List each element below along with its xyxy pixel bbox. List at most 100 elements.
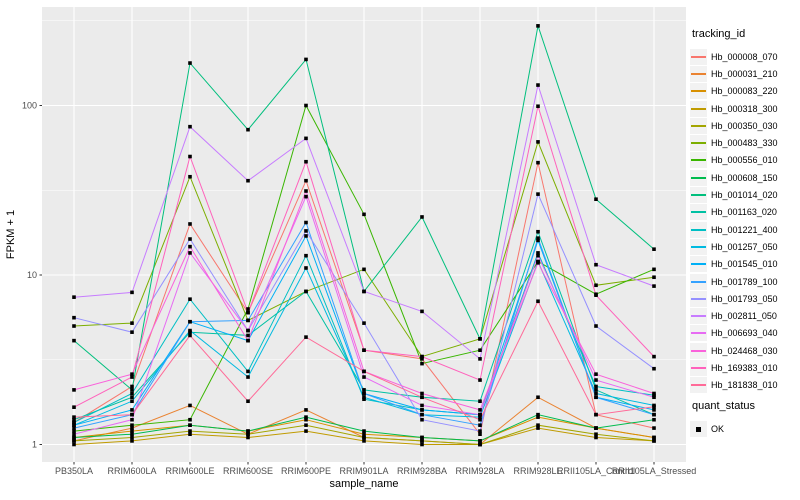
data-point-square	[188, 429, 192, 433]
x-tick-label: RRIM600SE	[223, 466, 273, 476]
data-point-square	[188, 297, 192, 301]
data-point-square	[362, 439, 366, 443]
data-point-square	[652, 275, 656, 280]
legend-key-line-icon	[690, 342, 707, 359]
data-point-square	[594, 388, 598, 392]
data-point-square	[72, 439, 76, 443]
data-point-square	[362, 375, 366, 379]
data-point-square	[362, 395, 366, 400]
data-point-square	[594, 324, 598, 328]
data-point-square	[478, 378, 482, 382]
data-point-square	[478, 412, 482, 417]
data-point-square	[420, 435, 424, 440]
data-point-square	[188, 244, 192, 249]
legend-item-label: Hb_001545_010	[711, 259, 778, 270]
data-point-square	[246, 307, 250, 311]
data-point-square	[478, 432, 482, 437]
data-point-square	[594, 432, 598, 437]
data-point-square	[130, 372, 134, 376]
data-point-square	[536, 140, 540, 144]
data-point-square	[188, 319, 192, 324]
data-point-square	[188, 333, 192, 338]
data-point-square	[188, 237, 192, 241]
data-point-square	[536, 412, 540, 417]
legend2-item-ok: OK	[690, 420, 800, 437]
data-point-square	[130, 423, 134, 427]
legend-title: tracking_id	[692, 28, 746, 40]
data-point-square	[304, 415, 308, 419]
legend-item: Hb_000031_210	[690, 65, 800, 82]
legend-item: Hb_024468_030	[690, 342, 800, 359]
data-point-square	[246, 178, 250, 183]
data-point-square	[130, 439, 134, 443]
data-point-square	[420, 408, 424, 412]
data-point-square	[420, 357, 424, 361]
data-point-square	[130, 429, 134, 433]
black-square-key-icon	[690, 420, 707, 437]
legend-item: Hb_000318_300	[690, 100, 800, 117]
data-point-square	[536, 423, 540, 427]
data-point-square	[246, 429, 250, 433]
data-point-square	[130, 330, 134, 334]
y-tick-label: 1	[32, 440, 37, 450]
data-point-square	[304, 194, 308, 199]
data-point-square	[72, 324, 76, 328]
data-point-square	[304, 408, 308, 412]
data-point-square	[420, 403, 424, 408]
x-tick-label: PB350LA	[55, 466, 93, 476]
data-point-square	[304, 229, 308, 233]
data-point-square	[304, 178, 308, 183]
data-point-square	[130, 321, 134, 325]
data-point-square	[130, 399, 134, 404]
data-point-square	[72, 442, 76, 447]
data-point-square	[130, 384, 134, 389]
legend-item: Hb_006693_040	[690, 325, 800, 342]
data-point-square	[304, 103, 308, 108]
data-point-square	[652, 247, 656, 251]
data-point-square	[188, 124, 192, 129]
legend2-title: quant_status	[692, 400, 755, 412]
data-point-square	[536, 24, 540, 28]
legend-key-line-icon	[690, 238, 707, 255]
x-tick-label: RRIM901LA	[339, 466, 388, 476]
data-point-square	[130, 388, 134, 392]
data-point-square	[478, 442, 482, 447]
legend-item: Hb_169383_010	[690, 359, 800, 376]
legend-item: Hb_181838_010	[690, 377, 800, 394]
data-point-square	[652, 404, 656, 409]
data-point-square	[304, 57, 308, 62]
data-point-square	[652, 417, 656, 422]
legend-tracking-id: tracking_id Hb_000008_070 Hb_000031_210 Hb…	[690, 28, 800, 394]
data-point-square	[188, 174, 192, 179]
data-point-square	[652, 439, 656, 443]
legend-item-label: Hb_002811_050	[711, 311, 777, 322]
data-point-square	[478, 399, 482, 404]
data-point-square	[304, 159, 308, 164]
data-point-square	[536, 395, 540, 400]
data-point-square	[478, 417, 482, 422]
y-tick-label: 10	[27, 270, 37, 280]
legend-item-label: Hb_001257_050	[711, 241, 778, 252]
data-point-square	[304, 429, 308, 433]
legend-key-line-icon	[690, 135, 707, 152]
legend-item-label: Hb_000031_210	[711, 68, 778, 79]
data-point-square	[362, 369, 366, 374]
data-point-square	[652, 366, 656, 371]
legend-item-label: Hb_000083_220	[711, 86, 778, 97]
y-tick-label: 100	[22, 101, 37, 111]
data-point-square	[72, 315, 76, 320]
legend-item-label: Hb_000483_330	[711, 138, 778, 149]
data-point-square	[188, 403, 192, 408]
legend-item-label: Hb_000008_070	[711, 51, 778, 62]
data-point-square	[536, 229, 540, 234]
data-point-square	[652, 354, 656, 359]
data-point-square	[478, 439, 482, 443]
data-point-square	[652, 391, 656, 396]
legend-item-label: Hb_000608_150	[711, 172, 778, 183]
data-point-square	[72, 417, 76, 422]
legend-key-line-icon	[690, 308, 707, 325]
data-point-square	[652, 393, 656, 398]
legend-key-line-icon	[690, 117, 707, 134]
data-point-square	[246, 375, 250, 379]
